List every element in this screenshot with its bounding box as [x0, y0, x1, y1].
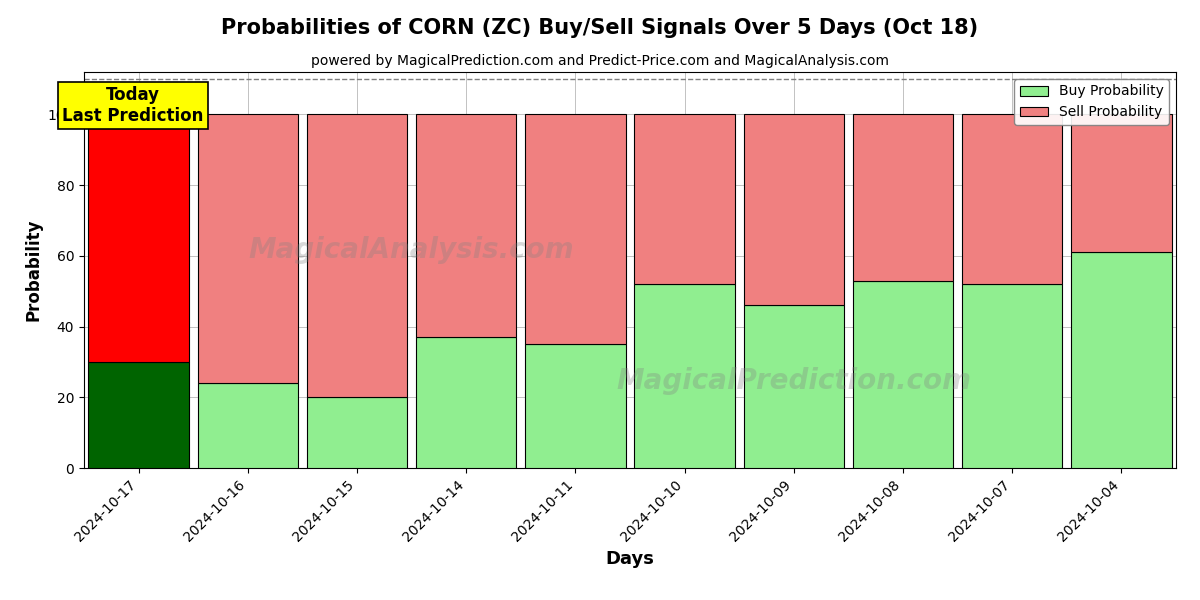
Y-axis label: Probability: Probability	[24, 219, 42, 321]
Text: powered by MagicalPrediction.com and Predict-Price.com and MagicalAnalysis.com: powered by MagicalPrediction.com and Pre…	[311, 54, 889, 68]
Bar	[1072, 115, 1171, 253]
Bar	[198, 383, 298, 468]
Bar	[1072, 253, 1171, 468]
Bar	[416, 337, 516, 468]
Legend: Buy Probability, Sell Probability: Buy Probability, Sell Probability	[1014, 79, 1169, 125]
Bar	[307, 397, 407, 468]
Bar	[962, 284, 1062, 468]
Bar	[853, 281, 953, 468]
X-axis label: Days: Days	[606, 550, 654, 568]
Bar	[416, 115, 516, 337]
Text: Probabilities of CORN (ZC) Buy/Sell Signals Over 5 Days (Oct 18): Probabilities of CORN (ZC) Buy/Sell Sign…	[222, 18, 978, 38]
Bar	[526, 115, 625, 344]
Text: MagicalPrediction.com: MagicalPrediction.com	[617, 367, 971, 395]
Bar	[89, 362, 188, 468]
Bar	[853, 115, 953, 281]
Bar	[635, 284, 734, 468]
Bar	[307, 115, 407, 397]
Bar	[744, 115, 844, 305]
Bar	[962, 115, 1062, 284]
Bar	[198, 115, 298, 383]
Text: MagicalAnalysis.com: MagicalAnalysis.com	[248, 236, 575, 264]
Bar	[635, 115, 734, 284]
Text: Today
Last Prediction: Today Last Prediction	[62, 86, 204, 125]
Bar	[89, 115, 188, 362]
Bar	[744, 305, 844, 468]
Bar	[526, 344, 625, 468]
